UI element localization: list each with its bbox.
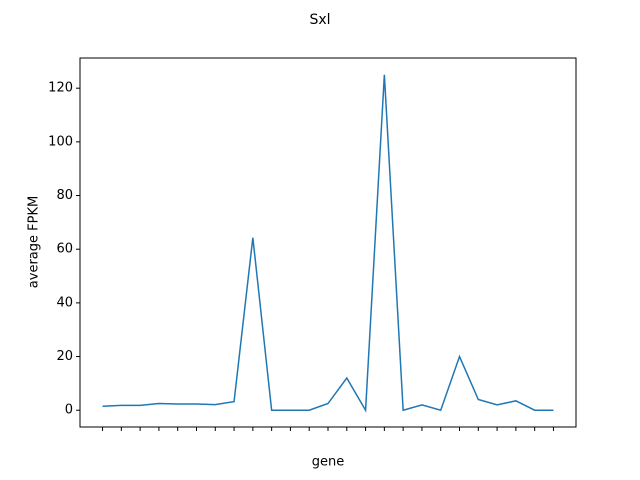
y-tick-label: 120 — [48, 81, 73, 96]
chart-title: Sxl — [309, 12, 330, 28]
y-tick-label: 0 — [65, 403, 73, 418]
y-tick-label: 100 — [48, 134, 73, 149]
y-tick-label: 40 — [56, 295, 73, 310]
y-tick-label: 80 — [56, 188, 73, 203]
x-axis-label: gene — [312, 455, 345, 470]
y-tick-label: 60 — [56, 242, 73, 257]
line-series — [102, 74, 554, 413]
plot-frame — [79, 57, 577, 428]
y-axis-label: average FPKM — [27, 196, 42, 288]
y-tick-label: 20 — [56, 349, 73, 364]
